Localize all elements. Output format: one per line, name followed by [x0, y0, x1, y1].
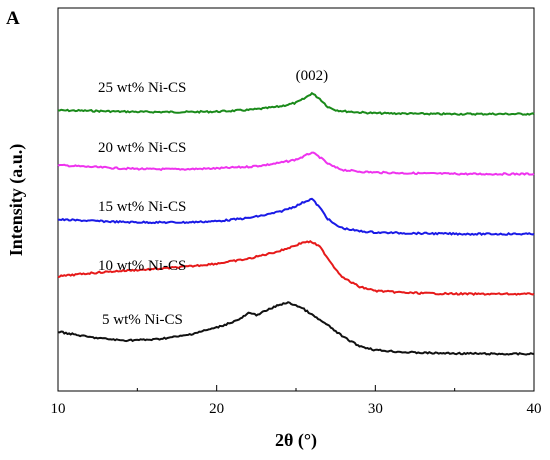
x-axis: 10 20 30 40 — [51, 385, 542, 417]
series-label: 20 wt% Ni-CS — [98, 140, 186, 156]
x-tick-label: 20 — [209, 401, 224, 417]
series-label: 25 wt% Ni-CS — [98, 80, 186, 96]
peak-annotation: (002) — [296, 68, 329, 84]
series-lines — [57, 91, 535, 356]
series-line — [57, 151, 535, 176]
x-tick-label: 30 — [368, 401, 383, 417]
series-line — [57, 91, 535, 116]
x-tick-label: 10 — [51, 401, 66, 417]
series-line — [57, 197, 535, 236]
series-labels: 25 wt% Ni-CS 20 wt% Ni-CS 15 wt% Ni-CS 10 w… — [98, 80, 186, 328]
series-line — [57, 239, 535, 296]
y-axis-title: Intensity (a.u.) — [6, 144, 27, 257]
series-line — [57, 301, 535, 356]
x-tick-label: 40 — [527, 401, 542, 417]
series-label: 15 wt% Ni-CS — [98, 199, 186, 215]
series-label: 10 wt% Ni-CS — [98, 258, 186, 274]
x-axis-title: 2θ (°) — [275, 430, 317, 451]
panel-letter: A — [6, 8, 20, 29]
annotations: (002) — [296, 68, 329, 84]
series-label: 5 wt% Ni-CS — [102, 312, 183, 328]
